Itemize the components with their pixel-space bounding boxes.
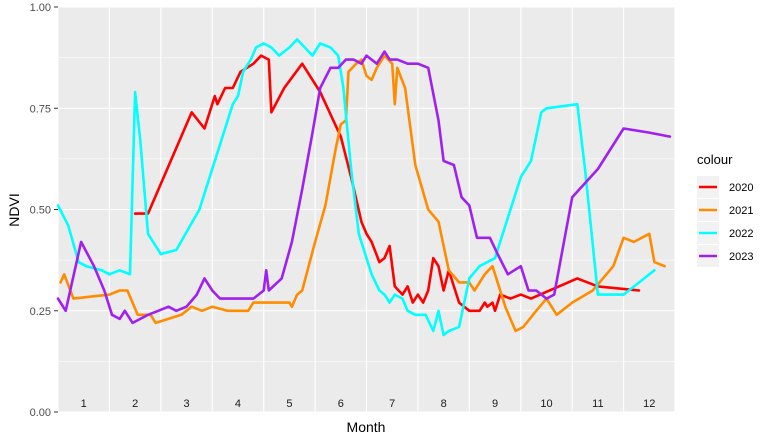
legend-label-2020: 2020: [729, 182, 753, 194]
series-line-2021: [59, 54, 666, 333]
month-label: 9: [492, 398, 498, 410]
legend-title: colour: [697, 152, 733, 167]
legend-label-2022: 2022: [729, 228, 753, 240]
y-tick-label: 0.25: [30, 306, 51, 318]
y-tick-label: 1.00: [30, 2, 51, 14]
y-axis-title: NDVI: [6, 193, 22, 226]
month-label: 8: [441, 398, 447, 410]
legend-label-2023: 2023: [729, 251, 753, 263]
y-tick-label: 0.00: [30, 407, 51, 419]
y-axis: 0.00 0.25 0.50 0.75 1.00: [30, 2, 58, 419]
month-labels: 1 2 3 4 5 6 7 8 9 10 11 12: [81, 398, 656, 410]
y-tick-label: 0.75: [30, 103, 51, 115]
x-axis-title: Month: [347, 419, 386, 435]
month-label: 4: [235, 398, 241, 410]
month-label: 3: [183, 398, 189, 410]
month-label: 2: [132, 398, 138, 410]
month-label: 5: [286, 398, 292, 410]
legend-label-2021: 2021: [729, 205, 753, 217]
legend: colour 2020 2021 2022 2023: [697, 152, 753, 267]
month-label: 10: [540, 398, 552, 410]
series-line-2022: [56, 38, 656, 337]
month-label: 1: [81, 398, 87, 410]
month-label: 12: [643, 398, 655, 410]
month-label: 6: [338, 398, 344, 410]
month-label: 7: [389, 398, 395, 410]
month-label: 11: [592, 398, 603, 410]
y-tick-label: 0.50: [30, 205, 51, 217]
series-lines: [56, 38, 672, 337]
series-line-2023: [56, 50, 672, 325]
